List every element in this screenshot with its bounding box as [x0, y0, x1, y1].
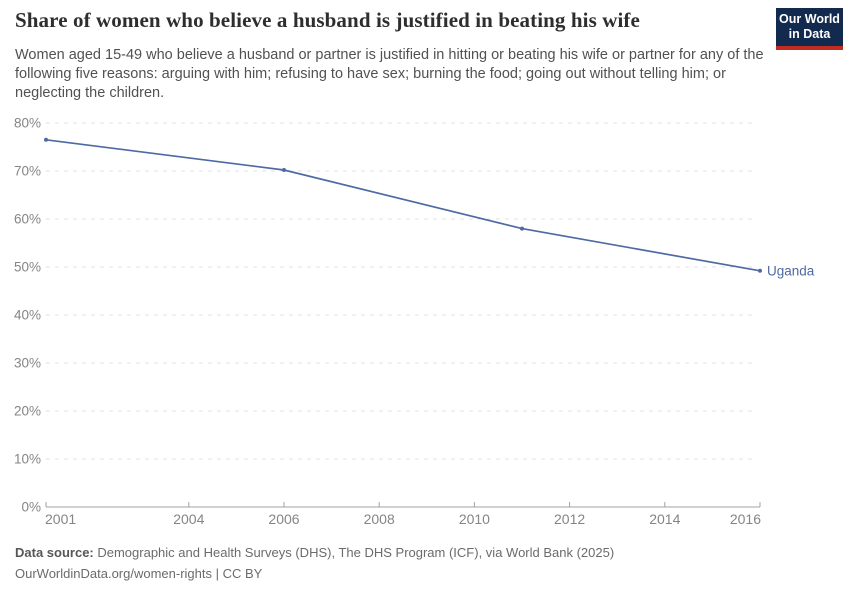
y-tick-label: 80%	[14, 116, 41, 131]
data-point	[520, 226, 524, 231]
datasource-text: Demographic and Health Surveys (DHS), Th…	[93, 545, 615, 560]
owid-logo-line1: Our World	[779, 12, 840, 26]
chart-title: Share of women who believe a husband is …	[15, 8, 640, 32]
y-tick-label: 0%	[21, 500, 41, 515]
x-tick-label: 2012	[554, 511, 585, 527]
series-end-label[interactable]: Uganda	[767, 263, 815, 278]
y-tick-label: 10%	[14, 452, 41, 467]
y-tick-label: 30%	[14, 356, 41, 371]
x-tick-label: 2014	[649, 511, 680, 527]
data-line	[45, 138, 761, 272]
datasource-line: Data source: Demographic and Health Surv…	[15, 545, 614, 560]
y-tick-label: 70%	[14, 164, 41, 179]
owid-logo[interactable]: Our World in Data	[776, 8, 843, 50]
data-point	[282, 168, 286, 172]
y-tick-label: 50%	[14, 260, 41, 275]
x-tick-label: 2008	[364, 511, 395, 527]
chart-subtitle: Women aged 15-49 who believe a husband o…	[15, 47, 764, 101]
data-point	[44, 137, 48, 142]
x-tick-label: 2004	[173, 511, 204, 527]
y-tick-label: 60%	[14, 212, 41, 227]
x-tick-label: 2006	[268, 511, 299, 527]
data-point	[758, 268, 762, 273]
y-tick-label: 20%	[14, 404, 41, 419]
datasource-label: Data source:	[15, 545, 94, 560]
y-tick-label: 40%	[14, 308, 41, 323]
x-tick-label: 2010	[459, 511, 490, 527]
x-tick-label: 2001	[45, 511, 76, 527]
x-tick-label: 2016	[730, 511, 761, 527]
license-line[interactable]: OurWorldinData.org/women-rights | CC BY	[15, 566, 263, 581]
owid-logo-line2: in Data	[788, 27, 831, 41]
